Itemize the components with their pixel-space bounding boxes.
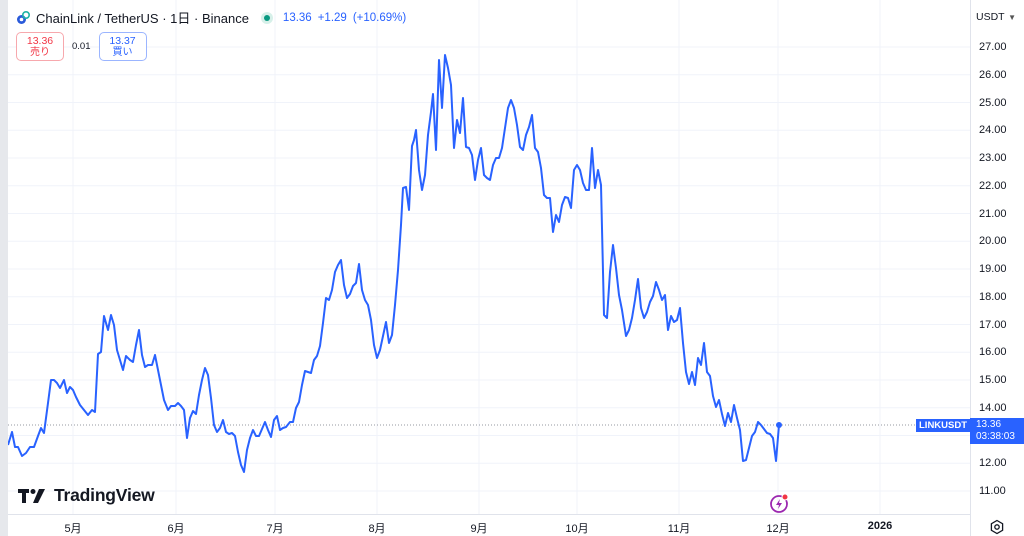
buy-button[interactable]: 13.37 買い — [98, 32, 147, 61]
left-border — [0, 0, 8, 536]
last-price: 13.36 — [282, 11, 312, 24]
buy-label: 買い — [112, 46, 133, 58]
price-axis-label: 12.00 — [979, 457, 1007, 470]
price-axis-label: 27.00 — [979, 41, 1007, 53]
price-axis-label: 15.00 — [979, 374, 1007, 386]
tradingview-logo-text: TradingView — [54, 485, 155, 505]
spread-value: 0.01 — [72, 41, 91, 52]
bar-countdown: 03:38:03 — [976, 431, 1015, 442]
price-line-chart — [8, 0, 970, 514]
current-price: 13.36 — [976, 419, 1002, 430]
price-axis[interactable]: 27.00 26.00 25.00 24.00 23.00 22.00 21.00 20.00… — [970, 0, 1024, 536]
tradingview-logo[interactable]: TradingView — [18, 485, 155, 506]
price-axis-label: 20.00 — [979, 235, 1007, 248]
symbol-header: ChainLink / TetherUS · 1日 · Binance 13.3… — [16, 8, 406, 27]
time-axis[interactable]: 5月 6月 7月 8月 9月 10月 11月 12月 2026 — [8, 514, 970, 536]
time-axis-label: 11月 — [667, 523, 691, 535]
price-axis-label: 21.00 — [979, 207, 1007, 220]
time-axis-label: 12月 — [766, 523, 790, 535]
price-change-percent: (+10.69%) — [352, 11, 407, 24]
settings-gear-icon[interactable] — [989, 519, 1005, 535]
time-axis-label: 2026 — [867, 520, 893, 532]
price-axis-label: 17.00 — [979, 318, 1007, 331]
sell-label: 売り — [30, 46, 50, 58]
lightning-notification-icon[interactable] — [768, 492, 790, 514]
price-axis-label: 16.00 — [979, 346, 1007, 359]
chainlink-logo-icon — [16, 10, 30, 25]
sell-price: 13.36 — [26, 34, 54, 47]
price-axis-label: 25.00 — [979, 96, 1007, 109]
time-axis-label: 9月 — [470, 523, 488, 535]
symbol-title[interactable]: ChainLink / TetherUS · 1日 · Binance — [36, 11, 249, 26]
price-axis-label: 22.00 — [979, 179, 1007, 192]
time-axis-label: 6月 — [167, 523, 185, 535]
price-change: +1.29 — [317, 11, 347, 24]
symbol-price-label: LINKUSDT — [916, 419, 971, 432]
chart-plot-area[interactable] — [8, 0, 970, 514]
buy-price: 13.37 — [109, 34, 136, 47]
currency-label: USDT — [976, 11, 1005, 23]
price-axis-label: 19.00 — [979, 263, 1007, 275]
time-axis-label: 8月 — [368, 523, 386, 535]
chevron-down-icon: ▼ — [1008, 12, 1016, 22]
trade-buttons: 13.36 売り 0.01 13.37 買い — [16, 32, 147, 61]
price-axis-label: 24.00 — [979, 124, 1007, 137]
market-status-icon — [260, 11, 273, 24]
price-axis-label: 11.00 — [979, 485, 1006, 497]
price-axis-label: 26.00 — [979, 68, 1007, 81]
sell-button[interactable]: 13.36 売り — [16, 32, 64, 61]
price-axis-label: 18.00 — [979, 290, 1007, 303]
time-axis-label: 7月 — [266, 523, 284, 535]
time-axis-label: 5月 — [64, 523, 82, 535]
currency-select[interactable]: USDT ▼ — [972, 6, 1022, 28]
price-axis-label: 14.00 — [979, 401, 1007, 414]
time-axis-label: 10月 — [565, 523, 589, 535]
price-axis-label: 23.00 — [979, 152, 1007, 164]
tradingview-mark-icon — [18, 488, 45, 503]
current-price-tag: 13.36 03:38:03 — [970, 418, 1024, 444]
